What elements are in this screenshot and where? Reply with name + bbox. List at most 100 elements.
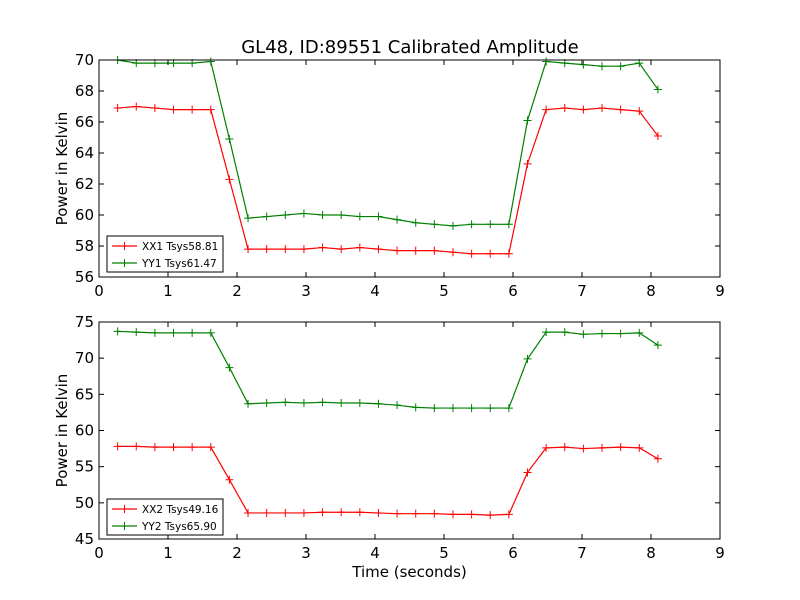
x-tick-label: 9 (715, 282, 725, 300)
data-point-marker (337, 211, 346, 219)
data-point-marker (486, 220, 495, 229)
data-point-marker (225, 475, 234, 484)
y-tick-label: 70 (75, 349, 94, 367)
x-tick-label: 6 (508, 544, 518, 562)
data-point-marker (299, 209, 308, 218)
data-point-marker (299, 399, 308, 408)
y-tick-label: 70 (75, 51, 94, 69)
x-tick-label: 9 (715, 544, 725, 562)
data-point-marker (132, 102, 141, 111)
legend-label: XX2 Tsys49.16 (142, 504, 219, 516)
y-axis-label: Power in Kelvin (53, 112, 71, 226)
data-point-marker (244, 508, 253, 517)
data-point-marker (150, 104, 159, 113)
data-point-marker (244, 245, 253, 254)
data-point-marker (337, 508, 346, 517)
x-tick-label: 6 (508, 282, 518, 300)
data-point-marker (281, 398, 290, 407)
data-point-marker (430, 246, 439, 255)
data-point-marker (188, 443, 197, 452)
x-tick-label: 1 (163, 544, 173, 562)
y-tick-label: 45 (75, 530, 94, 548)
data-point-marker (262, 212, 271, 221)
x-tick-label: 4 (370, 544, 380, 562)
data-point-marker (337, 399, 346, 408)
legend-label: YY1 Tsys61.47 (141, 258, 217, 270)
x-tick-label: 0 (94, 544, 104, 562)
data-point-marker (542, 328, 551, 337)
data-point-marker (653, 454, 662, 463)
data-point-marker (579, 444, 588, 453)
data-point-marker (132, 328, 141, 337)
data-point-marker (318, 508, 327, 517)
data-point-marker (560, 104, 569, 113)
data-point-marker (653, 341, 662, 350)
y-tick-label: 65 (75, 385, 94, 403)
data-point-marker (486, 404, 495, 413)
y-tick-label: 60 (75, 206, 94, 224)
y-axis-label: Power in Kelvin (53, 374, 71, 488)
data-point-marker (393, 215, 402, 224)
data-point-marker (169, 105, 178, 114)
data-point-marker (113, 442, 122, 451)
data-point-marker (579, 105, 588, 114)
data-point-marker (430, 220, 439, 229)
data-point-marker (281, 508, 290, 517)
data-point-marker (393, 246, 402, 255)
legend-box (106, 235, 224, 273)
data-point-marker (448, 248, 457, 257)
y-tick-label: 55 (75, 458, 94, 476)
y-tick-label: 64 (75, 144, 94, 162)
data-point-marker (374, 399, 383, 408)
y-tick-label: 50 (75, 494, 94, 512)
data-point-marker (411, 218, 420, 227)
x-tick-label: 7 (577, 282, 587, 300)
data-point-marker (318, 398, 327, 407)
data-point-marker (262, 508, 271, 517)
x-tick-label: 1 (163, 282, 173, 300)
data-point-marker (635, 107, 644, 116)
data-point-marker (244, 399, 253, 408)
data-point-marker (653, 85, 662, 94)
data-point-marker (523, 116, 532, 125)
data-point-marker (113, 104, 122, 113)
data-point-marker (467, 220, 476, 229)
data-point-marker (411, 403, 420, 412)
data-point-marker (244, 214, 253, 223)
y-tick-label: 66 (75, 113, 94, 131)
data-point-marker (504, 510, 513, 519)
data-point-marker (299, 508, 308, 517)
data-point-marker (188, 105, 197, 114)
y-tick-label: 60 (75, 422, 94, 440)
x-tick-label: 0 (94, 282, 104, 300)
y-tick-label: 75 (75, 313, 94, 331)
x-tick-label: 3 (301, 282, 311, 300)
legend-marker (120, 505, 129, 513)
data-point-marker (448, 221, 457, 230)
data-point-marker (635, 443, 644, 452)
legend-label: XX1 Tsys58.81 (142, 241, 218, 253)
data-point-marker (430, 404, 439, 413)
data-point-marker (188, 328, 197, 337)
data-point-marker (169, 443, 178, 452)
y-tick-label: 56 (75, 268, 94, 286)
data-point-marker (169, 328, 178, 337)
data-point-marker (560, 443, 569, 452)
data-point-marker (486, 249, 495, 258)
data-point-marker (542, 57, 551, 66)
legend-marker (120, 259, 129, 267)
data-point-marker (504, 220, 513, 229)
data-point-marker (616, 62, 625, 71)
data-point-marker (635, 328, 644, 337)
data-point-marker (132, 442, 141, 451)
data-point-marker (616, 105, 625, 114)
y-tick-label: 62 (75, 175, 94, 193)
legend-label: YY2 Tsys65.90 (141, 521, 217, 533)
legend-marker (120, 242, 129, 250)
data-point-marker (393, 509, 402, 518)
data-point-marker (542, 443, 551, 452)
x-tick-label: 5 (439, 282, 449, 300)
